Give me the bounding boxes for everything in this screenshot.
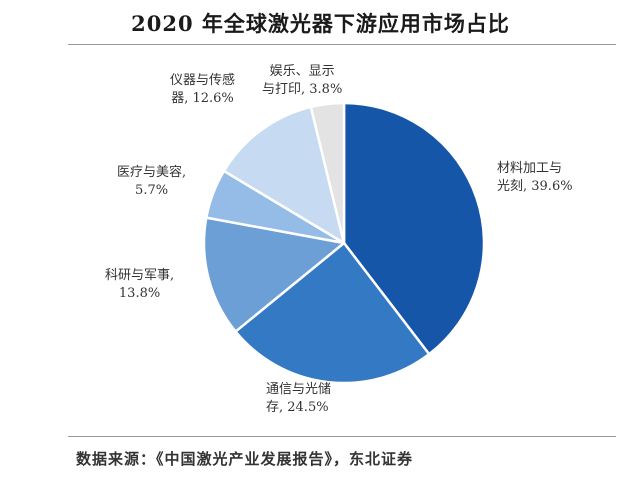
title-divider [68, 44, 616, 45]
pie-slice-entertainment-display [309, 101, 346, 245]
slice-label-entertainment-display: 娱乐、显示 与打印, 3.8% [262, 64, 343, 97]
pie-slice-instruments-sensors [222, 105, 346, 245]
source-divider [68, 436, 616, 437]
data-source-note: 数据来源：《中国激光产业发展报告》，东北证券 [76, 450, 414, 468]
slice-label-instruments-sensors: 仪器与传感 器, 12.6% [170, 73, 236, 106]
pie-slice-research-military [202, 216, 346, 333]
pie-slice-communication-storage [234, 241, 431, 385]
chart-title: 2020 年全球激光器下游应用市场占比 [131, 11, 510, 36]
pie-slice-material-processing [342, 101, 486, 356]
slice-label-communication-storage: 通信与光储 存, 24.5% [266, 382, 332, 415]
slice-label-research-military: 科研与军事, 13.8% [105, 268, 175, 301]
slice-label-medical-beauty: 医疗与美容, 5.7% [117, 165, 187, 198]
slice-label-material-processing: 材料加工与 光刻, 39.6% [497, 161, 573, 194]
pie-slices [202, 101, 486, 385]
